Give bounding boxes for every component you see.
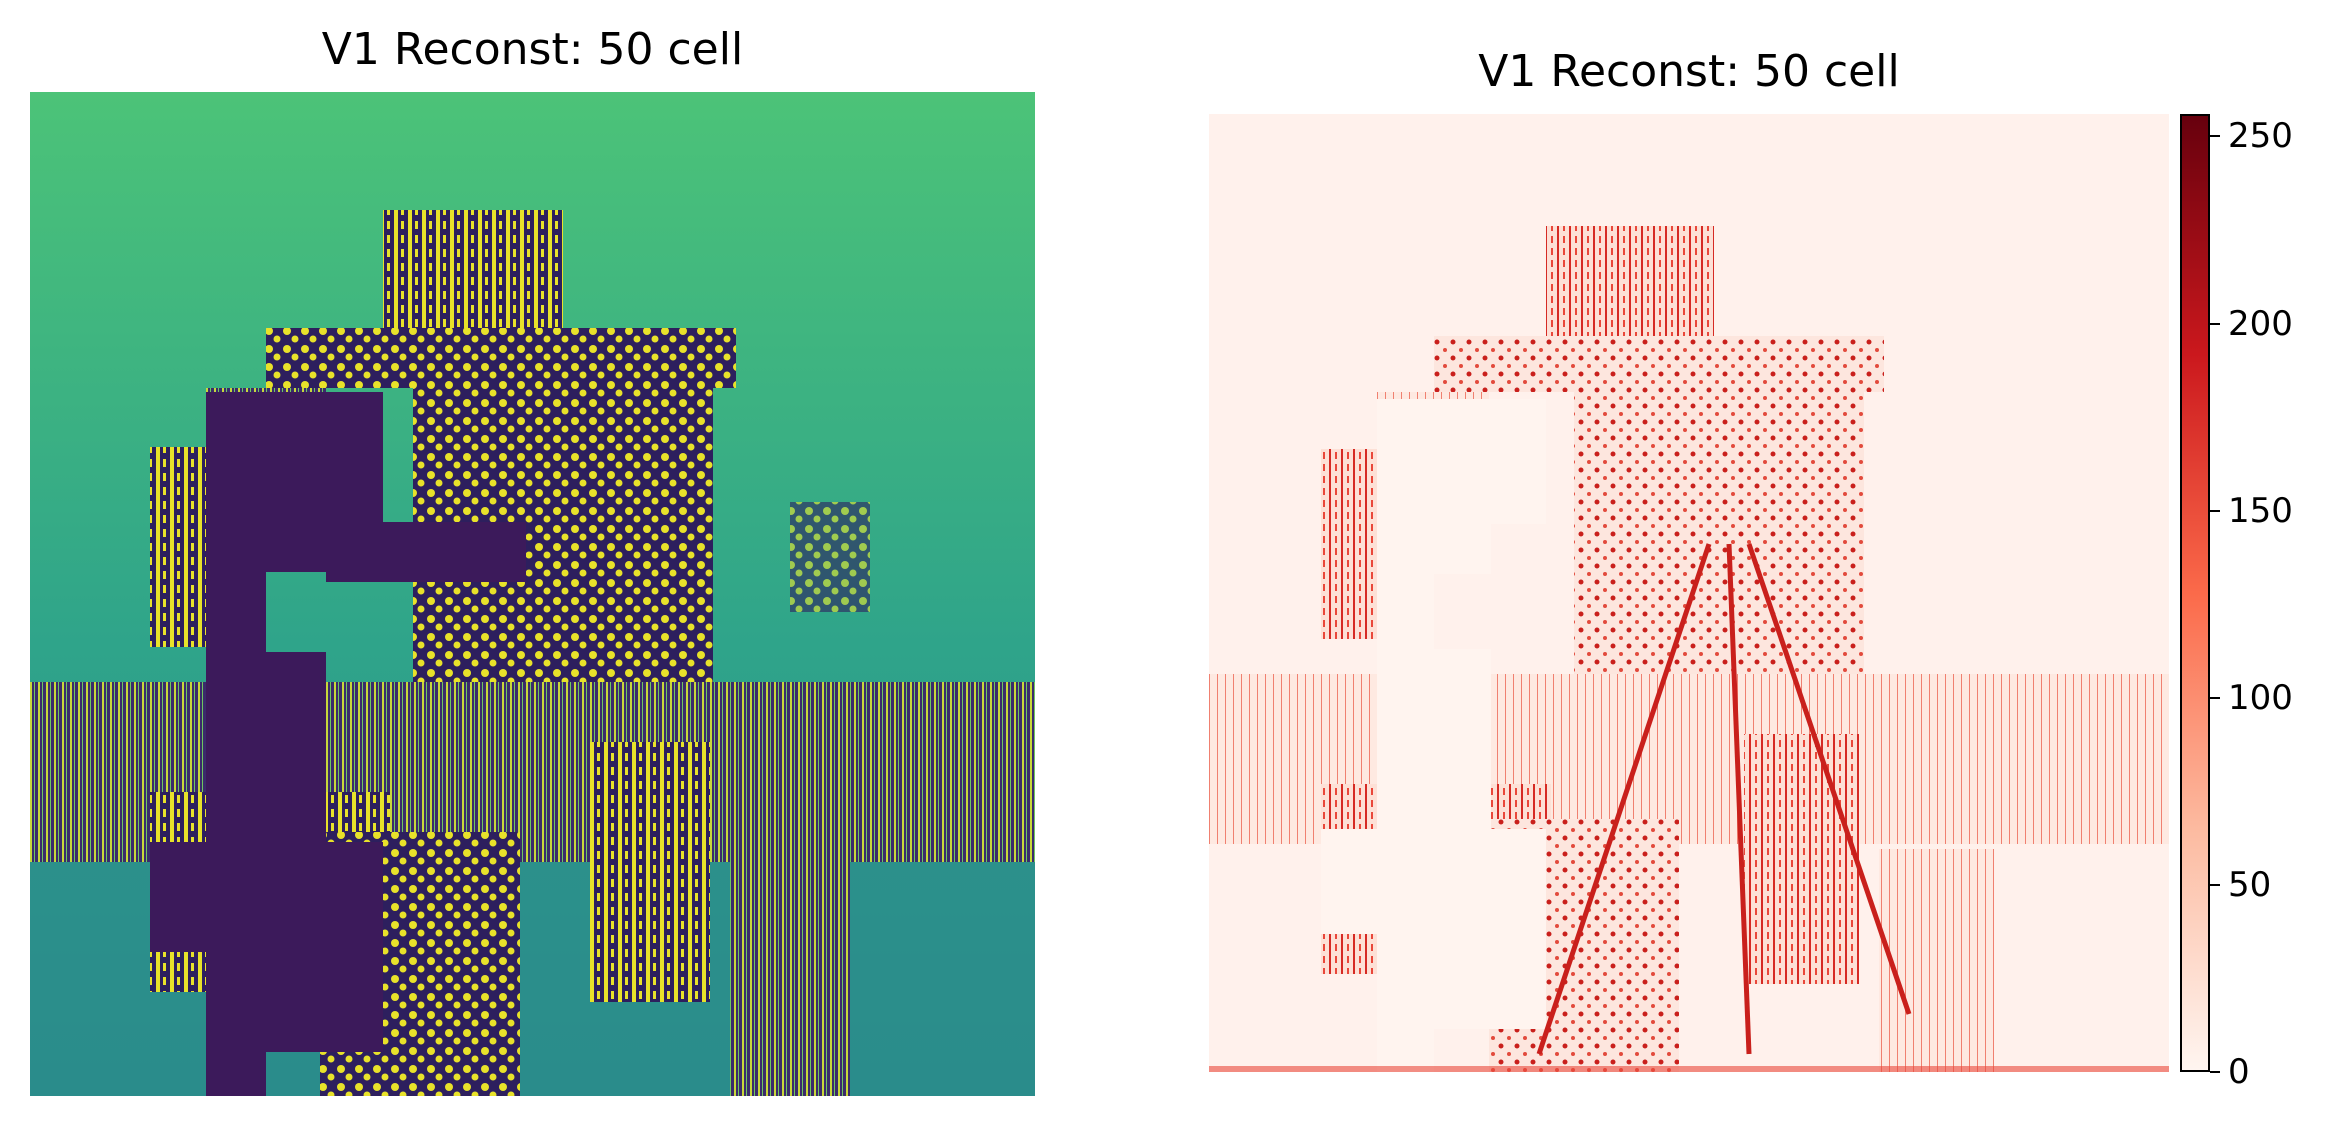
left-reconstruction-image: [30, 92, 1035, 1096]
colorbar: [2180, 114, 2210, 1072]
colorbar-tick-label: 200: [2228, 303, 2293, 344]
colorbar-tick-label: 150: [2228, 490, 2293, 531]
colorbar-tick-mark: [2210, 135, 2220, 138]
colorbar-tick-mark: [2210, 696, 2220, 699]
left-subject-silhouette: [150, 392, 383, 1096]
right-panel-title: V1 Reconst: 50 cell: [1478, 46, 1900, 97]
left-panel-title: V1 Reconst: 50 cell: [321, 24, 744, 75]
colorbar-tick-mark: [2210, 883, 2220, 886]
colorbar-tick-mark: [2210, 509, 2220, 512]
right-subject-silhouette: [1321, 399, 1546, 1072]
left-texture-block: [383, 210, 563, 330]
colorbar-tick-label: 0: [2228, 1052, 2250, 1092]
right-reconstruction-svg: [1209, 114, 2169, 1072]
colorbar-tick-mark: [2210, 322, 2220, 325]
colorbar-tick-mark: [2210, 1071, 2220, 1073]
right-texture-block: [1546, 226, 1714, 336]
colorbar-tick-label: 50: [2228, 864, 2272, 905]
colorbar-tick-label: 100: [2228, 677, 2293, 718]
right-reconstruction-image: [1209, 114, 2169, 1072]
colorbar-tick-label: 250: [2228, 116, 2293, 157]
left-reconstruction-svg: [30, 92, 1035, 1096]
